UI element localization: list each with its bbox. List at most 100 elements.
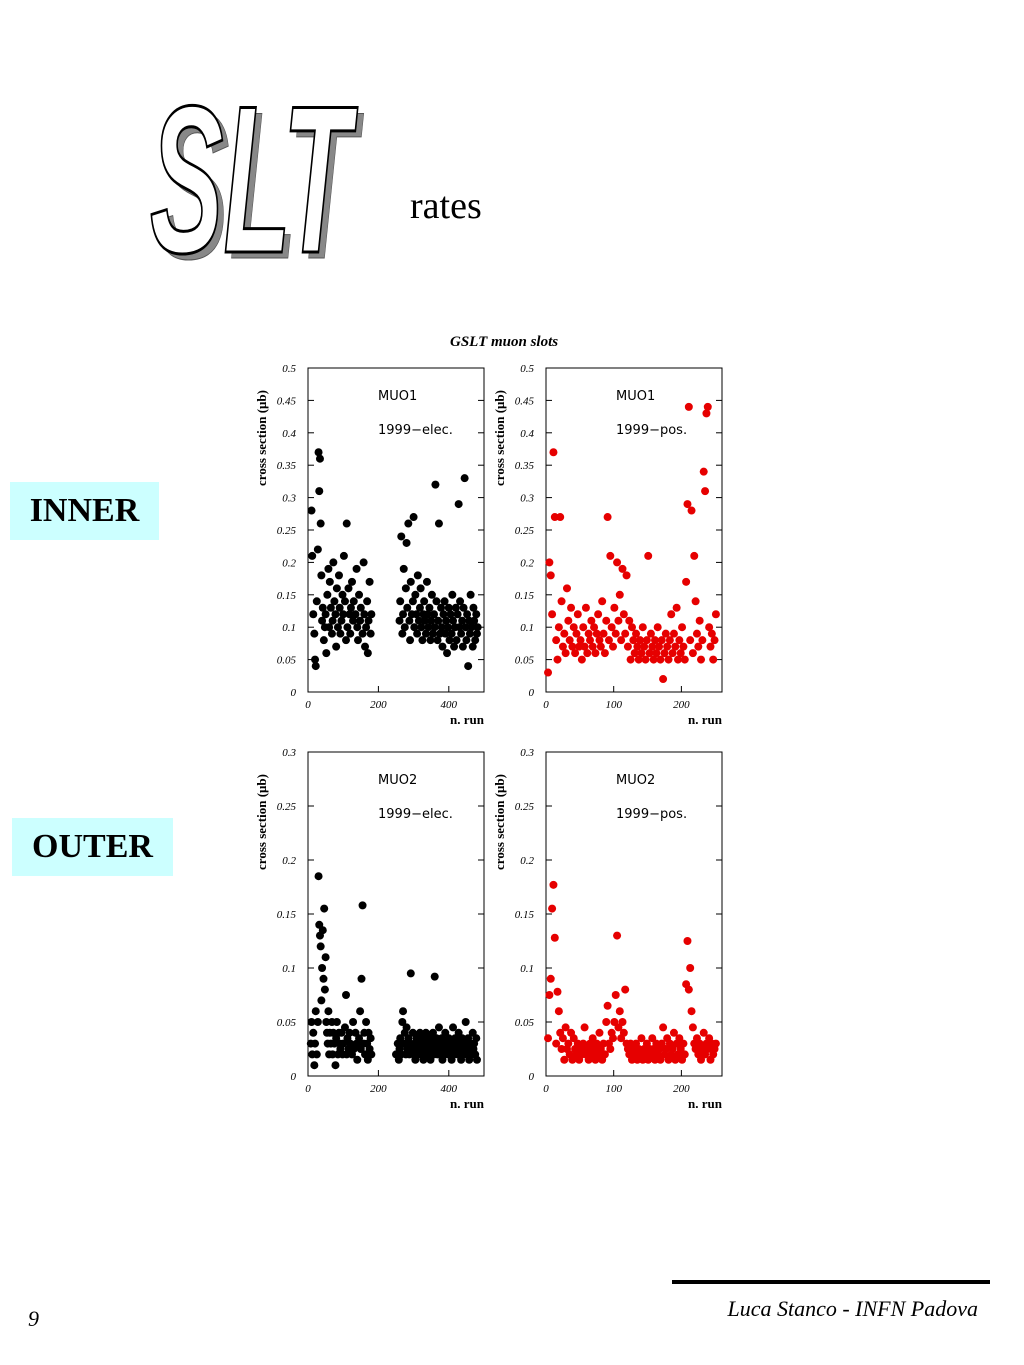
data-point [336,629,345,638]
data-point [322,649,331,658]
data-point [684,985,693,994]
data-point [586,636,594,645]
data-point [332,1018,341,1026]
data-point [467,623,476,632]
data-point [309,1028,318,1037]
data-point [609,642,618,651]
data-point [346,629,355,638]
data-point [356,616,365,625]
x-axis-label: n. run [688,712,723,727]
data-point [357,974,366,983]
y-tick-label: 0.25 [515,525,535,537]
data-point [321,610,330,619]
data-point [444,623,453,632]
y-tick-label: 0.5 [282,363,296,375]
data-point [399,564,408,573]
data-point [399,1007,408,1016]
data-point [554,1007,563,1016]
data-point [560,1055,569,1064]
data-point [602,616,611,625]
data-point [409,513,418,522]
data-point [313,545,322,554]
x-tick-label: 200 [370,699,387,711]
plot-annotation-detector: MUO2 [378,773,417,788]
data-point [701,487,710,496]
data-point [621,985,630,994]
data-point [402,538,411,547]
data-point [665,636,674,645]
data-point [629,636,638,645]
data-point [441,629,450,638]
data-point [317,571,326,580]
data-point [417,623,426,632]
data-point [319,974,328,983]
data-point [313,1018,322,1026]
data-point [576,636,585,645]
data-point [697,655,706,664]
x-tick-label: 0 [305,699,311,711]
data-point [428,629,437,638]
data-point [598,597,607,606]
data-point [320,904,329,913]
data-point [360,610,369,619]
y-tick-label: 0.3 [520,747,534,759]
data-point [356,603,365,612]
data-point [460,474,469,483]
data-point [649,655,658,664]
data-point [603,513,612,522]
data-point [466,590,475,599]
data-point [461,623,470,632]
data-point [339,551,348,560]
data-point [311,662,320,671]
data-point [573,610,582,619]
data-point [320,985,329,994]
data-point [675,636,684,645]
x-tick-label: 100 [605,699,622,711]
data-point [353,623,362,632]
data-point [406,577,415,586]
data-point [562,584,571,593]
data-point [342,991,351,999]
data-point [581,603,590,612]
y-tick-label: 0.05 [515,1017,535,1029]
data-point [403,603,412,612]
data-point [308,551,317,560]
data-point [321,953,330,962]
data-point [557,597,566,606]
data-point [591,649,600,658]
data-point [619,610,628,619]
data-point [627,623,636,632]
y-axis-label: cross section (μb) [254,774,269,870]
data-point [462,636,471,645]
data-point [342,519,351,528]
data-point [405,616,414,625]
y-tick-label: 0.1 [282,622,296,634]
data-point [431,480,440,489]
data-point [667,610,676,619]
data-point [571,649,580,658]
data-point [457,629,466,638]
data-point [349,597,358,606]
y-tick-label: 0.45 [515,395,535,407]
data-point [315,454,324,463]
data-point [307,1018,316,1026]
data-point [446,610,455,619]
x-tick-label: 0 [305,1083,311,1095]
data-point [580,642,589,651]
data-point [688,649,697,658]
y-tick-label: 0.45 [277,395,297,407]
data-point [465,629,474,638]
data-point [448,590,457,599]
data-point [397,532,406,541]
data-point [638,623,647,632]
data-point [325,577,334,586]
data-point [661,629,670,638]
data-point [420,597,429,606]
data-point [659,1023,668,1032]
slide-subtitle: rates [410,185,482,227]
data-point [412,610,421,619]
data-point [558,1034,567,1043]
data-point [323,590,332,599]
data-point [587,616,596,625]
data-point [634,655,643,664]
